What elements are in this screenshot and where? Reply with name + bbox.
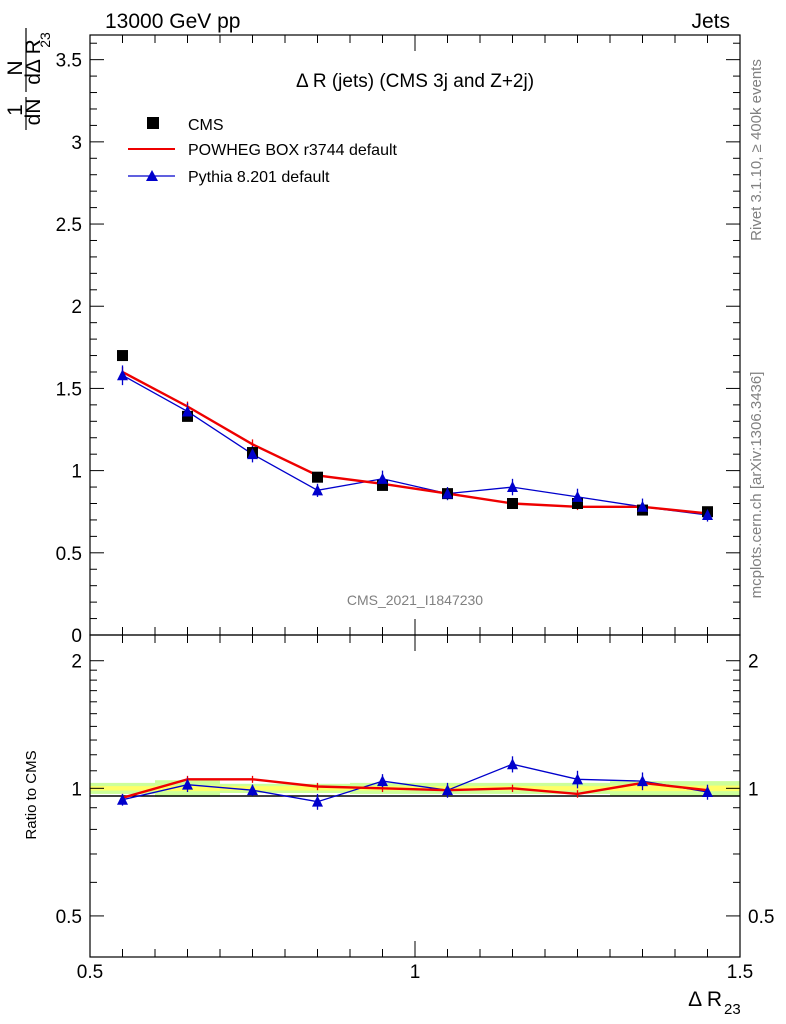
main-y-tick-label: 1.5 [56,379,82,400]
ratio-pythia-point [117,793,128,805]
rivet-label: Rivet 3.1.10, ≥ 400k events [748,59,765,241]
legend-powheg-label: POWHEG BOX r3744 default [188,142,398,159]
legend-pythia-label: Pythia 8.201 default [188,169,330,186]
cms-data-point [507,497,518,509]
pythia-point [312,484,323,496]
xlabel-sub: 23 [724,1001,741,1018]
main-y-axis-label: 1 dN N dΔ R 23 [4,28,53,130]
energy-label: 13000 GeV pp [105,10,240,33]
mcplots-label: mcplots.cern.ch [arXiv:1306.3436] [748,372,765,599]
analysis-watermark: CMS_2021_I1847230 [347,592,483,608]
ratio-pythia-point [637,775,648,787]
ratio-pythia-line [122,763,708,803]
ratio-y-tick-label-left: 0.5 [56,907,82,928]
cms-data-point [117,350,128,362]
x-axis-label: Δ R 23 [688,988,741,1018]
ratio-powheg-line [122,778,708,799]
ratio-panel: 0.5 0.5 1 1 2 2 0.5 1 1.5 Ratio to CMS Δ R 23 [23,634,775,1018]
powheg-line [121,370,708,515]
chart-title: Δ R (jets) (CMS 3j and Z+2j) [296,71,534,92]
pythia-point [572,490,583,502]
main-y-tick-label: 3.5 [56,51,82,72]
pythia-point [442,487,453,499]
legend-cms-marker [147,117,159,129]
process-label: Jets [691,10,730,33]
ratio-tick-labels: 0.5 0.5 1 1 2 2 0.5 1 1.5 [56,652,775,983]
x-tick-label: 0.5 [77,962,103,983]
ratio-pythia-point [247,784,258,796]
ratio-y-tick-label-left: 1 [71,779,82,800]
main-y-zero-label: 0 [71,626,82,647]
ratio-band-inner [545,786,610,791]
pythia-point [702,509,713,520]
ratio-pythia-point [702,786,713,798]
ratio-pythia-point [312,795,323,807]
ratio-band-inner [90,786,155,791]
ylabel-sub: 23 [37,32,53,48]
main-y-tick-label: 2 [71,297,82,318]
main-y-tick-label: 2.5 [56,215,82,236]
pythia-point [377,472,388,484]
pythia-line [122,374,708,516]
ratio-pythia-point [377,775,388,787]
ratio-frame [89,634,741,958]
main-y-tick-label: 1 [71,462,82,483]
x-tick-label: 1.5 [727,962,753,983]
main-tick-labels: 0.5 1 1.5 2 2.5 3 3.5 0 [56,51,82,647]
ratio-y-tick-label-right: 0.5 [748,907,774,928]
pythia-point [182,405,193,417]
x-tick-label: 1 [410,962,421,983]
legend-cms-label: CMS [188,117,224,134]
cms-data-point [572,497,583,509]
legend-pythia-marker [146,170,158,181]
main-y-tick-label: 3 [71,133,82,154]
cms-data-point [377,479,388,491]
ratio-data-layer [117,756,713,810]
ylabel-one: 1 [4,104,27,116]
ratio-ylabel: Ratio to CMS [23,750,40,839]
legend: CMS POWHEG BOX r3744 default Pythia 8.20… [128,117,398,186]
pythia-point [117,369,128,381]
main-y-tick-label: 0.5 [56,544,82,565]
ratio-pythia-point [182,778,193,790]
ratio-pythia-point [507,758,518,770]
main-data-layer [117,350,713,522]
ratio-y-tick-label-right: 1 [748,779,759,800]
main-panel: 0.5 1 1.5 2 2.5 3 3.5 0 1 dN N dΔ R 23 Δ R (jet… [4,28,741,647]
ratio-pythia-point [572,773,583,785]
ylabel-dn: dN [22,99,45,126]
xlabel-main: Δ R [688,988,722,1011]
pythia-point [247,448,258,460]
ratio-y-tick-label-left: 2 [71,652,82,673]
ylabel-dr: dΔ R [22,39,45,85]
ylabel-n: N [4,60,27,75]
pythia-point [507,481,518,493]
ratio-pythia-point [442,784,453,796]
cms-data-point [312,471,323,483]
ratio-y-tick-label-right: 2 [748,652,759,673]
pythia-point [637,500,648,512]
